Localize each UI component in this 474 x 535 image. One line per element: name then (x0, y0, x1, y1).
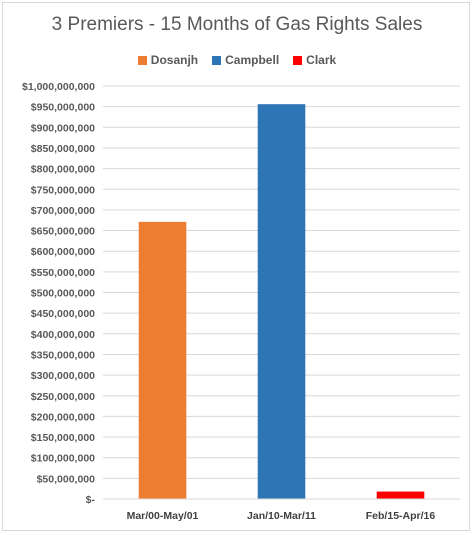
y-tick-label: $550,000,000 (31, 267, 95, 279)
chart-title: 3 Premiers - 15 Months of Gas Rights Sal… (51, 14, 423, 35)
bar-clark (376, 491, 425, 499)
y-tick-label: $250,000,000 (31, 391, 95, 403)
legend-label: Clark (306, 53, 337, 67)
x-category-label: Jan/10-Mar/11 (247, 510, 316, 522)
legend-entry-dosanjh: Dosanjh (137, 53, 199, 67)
legend-entry-clark: Clark (293, 53, 336, 67)
legend-swatch (293, 55, 303, 65)
y-tick-labels: $- $50,000,000 $100,000,000 $150,000,000 $20… (22, 81, 95, 506)
y-tick-label: $150,000,000 (31, 432, 95, 444)
y-tick-label: $400,000,000 (31, 329, 95, 341)
y-tick-label: $850,000,000 (31, 143, 95, 155)
chart-frame (2, 2, 470, 531)
y-tick-label: $650,000,000 (31, 226, 95, 238)
legend-entry-campbell: Campbell (212, 53, 279, 67)
x-category-label: Feb/15-Apr/16 (366, 510, 436, 522)
y-tick-label: $350,000,000 (31, 349, 95, 361)
x-category-labels: Mar/00-May/01 Jan/10-Mar/11 Feb/15-Apr/16 (127, 510, 436, 522)
y-tick-label: $900,000,000 (31, 122, 95, 134)
legend-label: Campbell (225, 53, 280, 67)
bar-dosanjh (138, 221, 187, 499)
bar-campbell (257, 104, 306, 499)
y-tick-label: $1,000,000,000 (22, 81, 95, 93)
y-tick-label: $600,000,000 (31, 246, 95, 258)
legend: Dosanjh Campbell Clark (0, 53, 474, 67)
y-tick-label: $- (86, 494, 96, 506)
x-category-label: Mar/00-May/01 (127, 510, 199, 522)
y-tick-label: $700,000,000 (31, 205, 95, 217)
y-tick-label: $200,000,000 (31, 411, 95, 423)
y-tick-label: $450,000,000 (31, 308, 95, 320)
y-tick-label: $50,000,000 (37, 473, 96, 485)
legend-label: Dosanjh (150, 53, 199, 67)
legend-swatch (212, 55, 222, 65)
y-tick-label: $800,000,000 (31, 164, 95, 176)
y-tick-label: $750,000,000 (31, 184, 95, 196)
y-tick-label: $950,000,000 (31, 102, 95, 114)
y-tick-label: $100,000,000 (31, 453, 95, 465)
legend-swatch (137, 55, 147, 65)
y-tick-label: $500,000,000 (31, 288, 95, 300)
y-tick-label: $300,000,000 (31, 370, 95, 382)
bars (138, 104, 425, 499)
